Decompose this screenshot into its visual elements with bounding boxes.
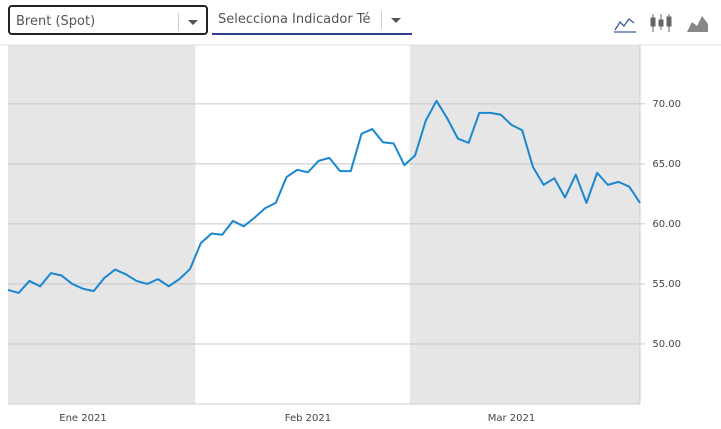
period-band	[8, 45, 196, 404]
price-line	[7, 99, 641, 294]
caret	[391, 18, 401, 23]
line-chart-icon[interactable]	[614, 18, 636, 33]
x-tick-label: Mar 2021	[488, 413, 536, 424]
caret	[188, 20, 198, 25]
indicator-select[interactable]: Selecciona Indicador Té	[212, 5, 412, 35]
y-tick-label: 60.00	[652, 219, 681, 230]
y-tick-label: 65.00	[652, 159, 681, 170]
area-chart-icon[interactable]	[687, 16, 708, 32]
candlestick-icon[interactable]	[650, 14, 672, 32]
y-tick-label: 55.00	[652, 279, 681, 290]
separator	[381, 11, 382, 29]
period-band	[195, 45, 410, 404]
indicator-text: Selecciona Indicador Té	[218, 12, 371, 27]
symbol-text: Brent (Spot)	[16, 14, 96, 29]
y-tick-label: 70.00	[652, 99, 681, 110]
separator	[178, 13, 179, 31]
symbol-select[interactable]: Brent (Spot)	[8, 5, 208, 35]
x-tick-label: Feb 2021	[285, 413, 331, 424]
x-tick-label: Ene 2021	[59, 413, 106, 424]
toolbar	[614, 14, 708, 33]
y-tick-label: 50.00	[652, 339, 681, 350]
period-band	[409, 45, 640, 404]
